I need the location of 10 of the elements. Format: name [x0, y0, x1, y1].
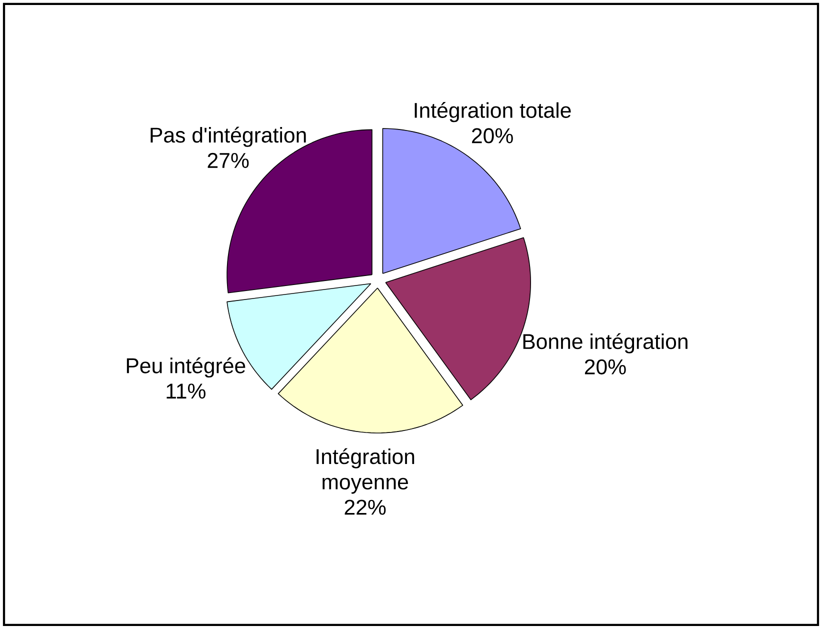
slice-label: Pas d'intégration: [150, 126, 306, 147]
slice-label: Intégration totale: [414, 102, 571, 122]
data-label: 20%: [584, 359, 626, 374]
data-label: 27%: [208, 152, 249, 168]
data-label: 22%: [344, 500, 386, 515]
data-label: 11%: [166, 384, 206, 399]
data-label: 20%: [472, 128, 513, 144]
slice-label: Bonne intégration: [523, 333, 688, 354]
slice-label: Intégration moyenne: [316, 448, 414, 494]
slice-label: Peu intégrée: [126, 357, 246, 378]
